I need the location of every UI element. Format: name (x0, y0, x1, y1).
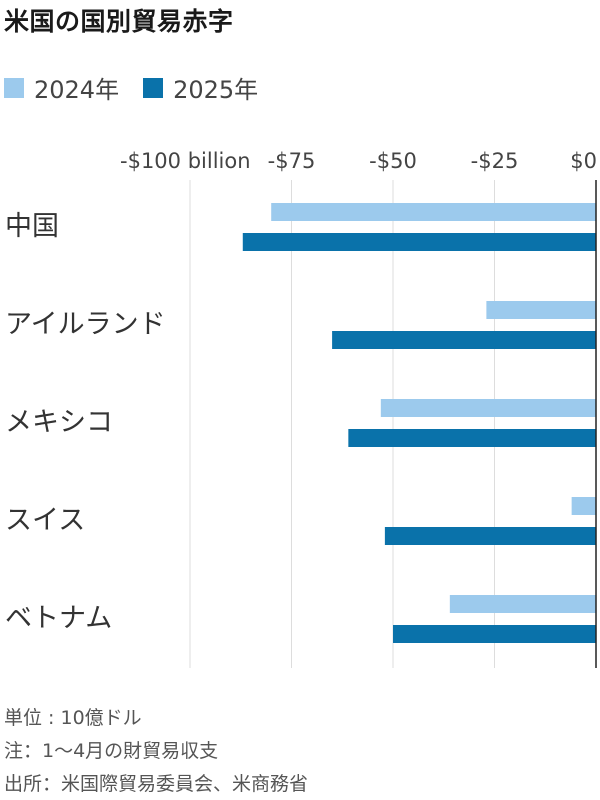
x-tick-label: -$100 billion (120, 149, 251, 173)
bar (384, 527, 596, 545)
legend-item-2025: 2025年 (143, 70, 258, 105)
legend: 2024年 2025年 (4, 70, 282, 105)
category-label: ベトナム (5, 603, 112, 634)
bar (486, 301, 596, 319)
bar (380, 399, 596, 417)
legend-label-2024: 2024年 (34, 76, 120, 104)
source-note: 出所：米国際貿易委員会、米商務省 (4, 773, 309, 795)
period-note: 注：1～4月の財貿易収支 (4, 740, 219, 762)
bar (571, 497, 596, 515)
category-label: スイス (5, 505, 85, 536)
legend-swatch-2024 (4, 77, 24, 98)
legend-swatch-2025 (143, 77, 164, 98)
category-label: アイルランド (5, 309, 166, 340)
bar (271, 203, 596, 221)
legend-item-2024: 2024年 (4, 70, 119, 105)
chart-title: 米国の国別貿易赤字 (4, 7, 234, 36)
bar (449, 595, 596, 613)
bar (242, 233, 596, 251)
bar-chart: -$100 billion -$75 -$50 -$25 $0 中国アイルランドメキシコス… (5, 149, 597, 668)
category-label: メキシコ (5, 407, 113, 438)
bar (393, 625, 596, 643)
x-tick-label: -$50 (369, 149, 417, 173)
category-label: 中国 (5, 211, 59, 242)
x-tick-label: $0 (570, 149, 597, 173)
bar (348, 429, 596, 447)
x-tick-label: -$25 (471, 149, 519, 173)
bar (332, 331, 596, 349)
unit-note: 単位 : 10億ドル (4, 707, 142, 729)
x-tick-label: -$75 (268, 149, 316, 173)
legend-label-2025: 2025年 (173, 76, 259, 104)
